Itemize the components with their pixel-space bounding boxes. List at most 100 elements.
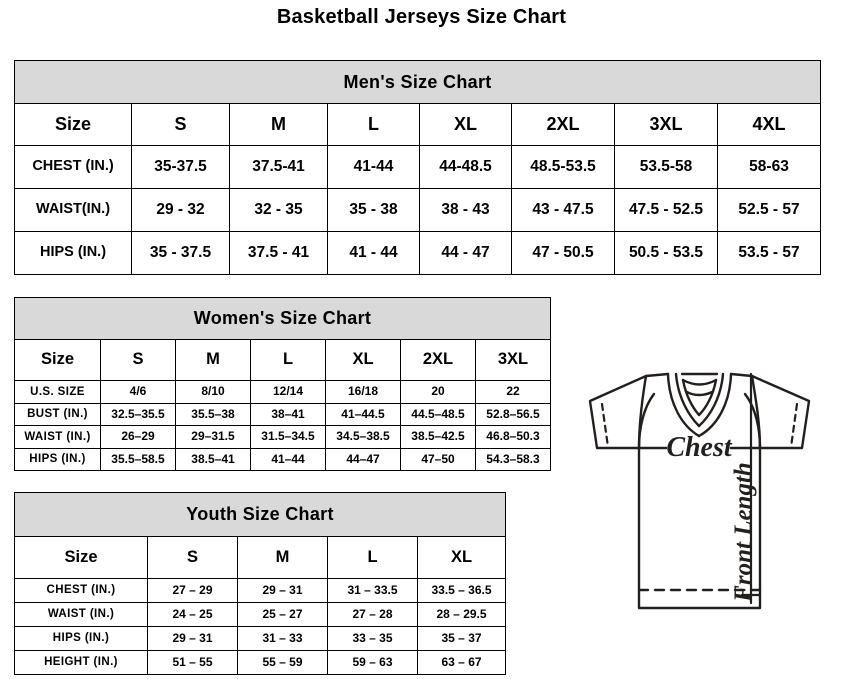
table-cell: 53.5 - 57 (717, 231, 821, 275)
table-cell: 32.5–35.5 (100, 402, 176, 426)
womens-header-row: Size S M L XL 2XL 3XL (14, 339, 551, 381)
table-cell: 48.5-53.5 (511, 145, 615, 189)
womens-col-header: 3XL (475, 339, 551, 381)
table-cell: 35 - 37.5 (131, 231, 230, 275)
table-row: WAIST(IN.) 29 - 32 32 - 35 35 - 38 38 - … (14, 188, 821, 232)
table-row: U.S. SIZE 4/6 8/10 12/14 16/18 20 22 (14, 380, 551, 404)
womens-size-chart: Women's Size Chart Size S M L XL 2XL 3XL… (14, 297, 551, 471)
table-cell: 38–41 (250, 402, 326, 426)
row-label: WAIST (IN.) (14, 425, 101, 449)
mens-col-header: 4XL (717, 103, 821, 146)
table-cell: 54.3–58.3 (475, 447, 551, 471)
table-cell: 52.5 - 57 (717, 188, 821, 232)
table-row: CHEST (IN.) 35-37.5 37.5-41 41-44 44-48.… (14, 145, 821, 189)
table-cell: 33 – 35 (327, 626, 418, 651)
womens-chart-title: Women's Size Chart (14, 297, 551, 340)
table-cell: 47.5 - 52.5 (614, 188, 718, 232)
table-cell: 35.5–58.5 (100, 447, 176, 471)
table-cell: 38.5–41 (175, 447, 251, 471)
table-row: CHEST (IN.) 27 – 29 29 – 31 31 – 33.5 33… (14, 578, 507, 603)
table-cell: 27 – 28 (327, 602, 418, 627)
table-cell: 37.5-41 (229, 145, 328, 189)
table-cell: 53.5-58 (614, 145, 718, 189)
table-row: WAIST (IN.) 24 – 25 25 – 27 27 – 28 28 –… (14, 602, 507, 627)
table-cell: 59 – 63 (327, 650, 418, 675)
row-label: WAIST (IN.) (14, 602, 148, 627)
tshirt-vneck-icon: Chest Front Length (588, 372, 811, 610)
table-cell: 29 - 32 (131, 188, 230, 232)
table-cell: 33.5 – 36.5 (416, 578, 507, 603)
front-length-label: Front Length (730, 462, 757, 603)
jersey-measurement-diagram: Chest Front Length (556, 360, 843, 660)
youth-col-header: Size (14, 536, 148, 579)
table-cell: 35.5–38 (175, 402, 251, 426)
table-cell: 22 (475, 380, 551, 404)
table-row: WAIST (IN.) 26–29 29–31.5 31.5–34.5 34.5… (14, 425, 551, 449)
mens-col-header: XL (419, 103, 512, 146)
table-cell: 44–47 (325, 447, 401, 471)
table-cell: 41–44 (250, 447, 326, 471)
table-cell: 31.5–34.5 (250, 425, 326, 449)
table-row: HIPS (IN.) 35.5–58.5 38.5–41 41–44 44–47… (14, 447, 551, 471)
womens-col-header: 2XL (400, 339, 476, 381)
youth-col-header: L (327, 536, 418, 579)
youth-col-header: M (237, 536, 328, 579)
mens-size-chart: Men's Size Chart Size S M L XL 2XL 3XL 4… (14, 60, 821, 275)
table-cell: 38.5–42.5 (400, 425, 476, 449)
chest-label: Chest (666, 432, 733, 463)
mens-chart-title: Men's Size Chart (14, 60, 821, 104)
row-label: CHEST (IN.) (14, 578, 148, 603)
table-cell: 29 – 31 (237, 578, 328, 603)
table-cell: 47–50 (400, 447, 476, 471)
table-row: HEIGHT (IN.) 51 – 55 55 – 59 59 – 63 63 … (14, 650, 507, 675)
youth-col-header: S (147, 536, 238, 579)
table-cell: 50.5 - 53.5 (614, 231, 718, 275)
table-cell: 44 - 47 (419, 231, 512, 275)
table-row: BUST (IN.) 32.5–35.5 35.5–38 38–41 41–44… (14, 402, 551, 426)
row-label: HEIGHT (IN.) (14, 650, 148, 675)
table-row: HIPS (IN.) 29 – 31 31 – 33 33 – 35 35 – … (14, 626, 507, 651)
womens-col-header: Size (14, 339, 101, 381)
table-cell: 26–29 (100, 425, 176, 449)
table-cell: 31 – 33.5 (327, 578, 418, 603)
table-cell: 51 – 55 (147, 650, 238, 675)
row-label: WAIST(IN.) (14, 188, 132, 232)
mens-band-row: Men's Size Chart (14, 60, 821, 104)
table-cell: 43 - 47.5 (511, 188, 615, 232)
mens-col-header: Size (14, 103, 132, 146)
table-cell: 16/18 (325, 380, 401, 404)
table-cell: 38 - 43 (419, 188, 512, 232)
table-cell: 35 – 37 (416, 626, 507, 651)
table-cell: 55 – 59 (237, 650, 328, 675)
row-label: HIPS (IN.) (14, 626, 148, 651)
youth-header-row: Size S M L XL (14, 536, 507, 579)
table-cell: 41-44 (327, 145, 420, 189)
womens-band-row: Women's Size Chart (14, 297, 551, 340)
table-row: HIPS (IN.) 35 - 37.5 37.5 - 41 41 - 44 4… (14, 231, 821, 275)
table-cell: 44.5–48.5 (400, 402, 476, 426)
mens-col-header: 2XL (511, 103, 615, 146)
table-cell: 47 - 50.5 (511, 231, 615, 275)
table-cell: 24 – 25 (147, 602, 238, 627)
row-label: BUST (IN.) (14, 402, 101, 426)
youth-chart-title: Youth Size Chart (13, 492, 507, 537)
table-cell: 29 – 31 (147, 626, 238, 651)
table-cell: 35-37.5 (131, 145, 230, 189)
table-cell: 29–31.5 (175, 425, 251, 449)
womens-col-header: S (100, 339, 176, 381)
mens-col-header: M (229, 103, 328, 146)
mens-col-header: S (131, 103, 230, 146)
womens-col-header: L (250, 339, 326, 381)
youth-band-row: Youth Size Chart (13, 492, 507, 537)
table-cell: 32 - 35 (229, 188, 328, 232)
table-cell: 4/6 (100, 380, 176, 404)
table-cell: 27 – 29 (147, 578, 238, 603)
table-cell: 12/14 (250, 380, 326, 404)
table-cell: 31 – 33 (237, 626, 328, 651)
womens-col-header: XL (325, 339, 401, 381)
table-cell: 44-48.5 (419, 145, 512, 189)
mens-col-header: 3XL (614, 103, 718, 146)
row-label: U.S. SIZE (14, 380, 101, 404)
table-cell: 20 (400, 380, 476, 404)
mens-col-header: L (327, 103, 420, 146)
